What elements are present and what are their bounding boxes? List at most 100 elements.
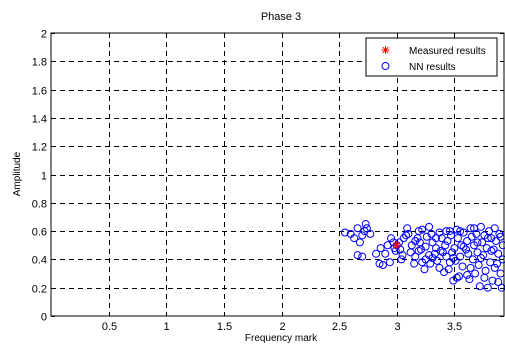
nn-result-point <box>397 255 406 264</box>
nn-result-point <box>418 225 427 234</box>
nn-result-point <box>498 241 505 250</box>
nn-result-point <box>487 246 496 255</box>
nn-result-point <box>498 255 505 264</box>
nn-result-point <box>422 232 431 241</box>
nn-result-point <box>453 234 462 243</box>
nn-result-point <box>441 241 450 250</box>
nn-result-point <box>411 237 420 246</box>
y-tick-label: 1 <box>41 171 47 183</box>
chart-title: Phase 3 <box>261 11 301 23</box>
nn-result-point <box>399 234 408 243</box>
nn-result-point <box>445 258 454 267</box>
nn-result-point <box>463 270 472 279</box>
x-tick-label: 1 <box>163 321 169 333</box>
nn-result-point <box>358 231 367 240</box>
y-axis-label: Amplitude <box>12 151 23 196</box>
legend-asterisk-icon <box>381 46 390 54</box>
nn-result-point <box>474 261 483 270</box>
nn-result-point <box>455 272 464 281</box>
legend-circle-icon <box>381 62 390 70</box>
legend-label-measured: Measured results <box>409 46 486 57</box>
grid-lines <box>51 33 504 316</box>
nn-result-point <box>417 245 426 254</box>
nn-result-point <box>425 222 434 231</box>
nn-result-point <box>396 245 405 254</box>
nn-result-point <box>446 231 455 240</box>
nn-result-point <box>421 242 430 251</box>
y-tick-label: 0.8 <box>32 199 47 211</box>
x-tick-label: 3.5 <box>447 321 462 333</box>
nn-result-point <box>391 246 400 255</box>
x-tick-label: 3 <box>394 321 400 333</box>
y-tick-label: 0 <box>41 312 47 324</box>
y-tick-label: 0.4 <box>32 255 47 267</box>
plot-frame <box>50 32 505 317</box>
y-tick-label: 1.8 <box>32 57 47 69</box>
nn-result-point <box>358 252 367 261</box>
nn-result-point <box>350 234 359 243</box>
nn-result-point <box>480 273 489 282</box>
x-tick-label: 2 <box>279 321 285 333</box>
y-tick-label: 1.6 <box>32 86 47 98</box>
nn-result-point <box>442 227 451 236</box>
y-tick-label: 1.4 <box>32 114 47 126</box>
nn-result-point <box>355 238 364 247</box>
nn-result-point <box>457 241 466 250</box>
nn-result-point <box>428 253 437 262</box>
nn-result-point <box>461 245 470 254</box>
nn-result-point <box>466 224 475 233</box>
x-tick-label: 1.5 <box>217 321 232 333</box>
nn-result-point <box>494 278 503 287</box>
nn-result-point <box>403 224 412 233</box>
y-tick-label: 0.6 <box>32 227 47 239</box>
nn-result-point <box>414 227 423 236</box>
nn-result-point <box>448 248 457 257</box>
nn-result-point <box>381 249 390 258</box>
nn-result-point <box>478 238 487 247</box>
y-tick-label: 0.2 <box>32 284 47 296</box>
nn-result-point <box>375 259 384 268</box>
nn-result-point <box>487 234 496 243</box>
nn-result-point <box>414 246 423 255</box>
nn-result-point <box>475 282 484 291</box>
nn-result-point <box>361 220 370 229</box>
nn-result-point <box>376 244 385 253</box>
nn-result-point <box>366 229 375 238</box>
measured-result-point <box>392 241 401 250</box>
nn-result-point <box>362 224 371 233</box>
nn-result-point <box>468 255 477 264</box>
nn-result-point <box>435 263 444 272</box>
nn-result-point <box>491 237 500 246</box>
nn-result-point <box>493 259 502 268</box>
nn-result-point <box>465 275 474 284</box>
nn-result-point <box>420 265 429 274</box>
nn-result-point <box>463 237 472 246</box>
nn-result-point <box>443 237 452 246</box>
nn-result-point <box>398 251 407 260</box>
nn-result-point <box>471 269 480 278</box>
nn-result-point <box>470 224 479 233</box>
nn-result-point <box>472 229 481 238</box>
nn-result-point <box>483 234 492 243</box>
nn-result-point <box>497 283 505 292</box>
nn-result-point <box>452 273 461 282</box>
nn-result-point <box>438 248 447 257</box>
nn-result-point <box>488 276 497 285</box>
nn-result-point <box>431 244 440 253</box>
nn-result-point <box>372 249 381 258</box>
nn-result-point <box>494 249 503 258</box>
nn-result-point <box>459 228 468 237</box>
nn-result-point <box>459 242 468 251</box>
nn-result-point <box>387 234 396 243</box>
nn-result-point <box>378 261 387 270</box>
nn-result-point <box>464 249 473 258</box>
nn-result-point <box>466 263 475 272</box>
plot-area <box>51 33 504 316</box>
nn-result-point <box>476 253 485 262</box>
nn-result-point <box>451 256 460 265</box>
nn-result-point <box>456 227 465 236</box>
y-tick-label: 2 <box>41 29 47 41</box>
nn-result-point <box>426 259 435 268</box>
nn-result-point <box>411 252 420 261</box>
legend-box <box>365 37 498 77</box>
